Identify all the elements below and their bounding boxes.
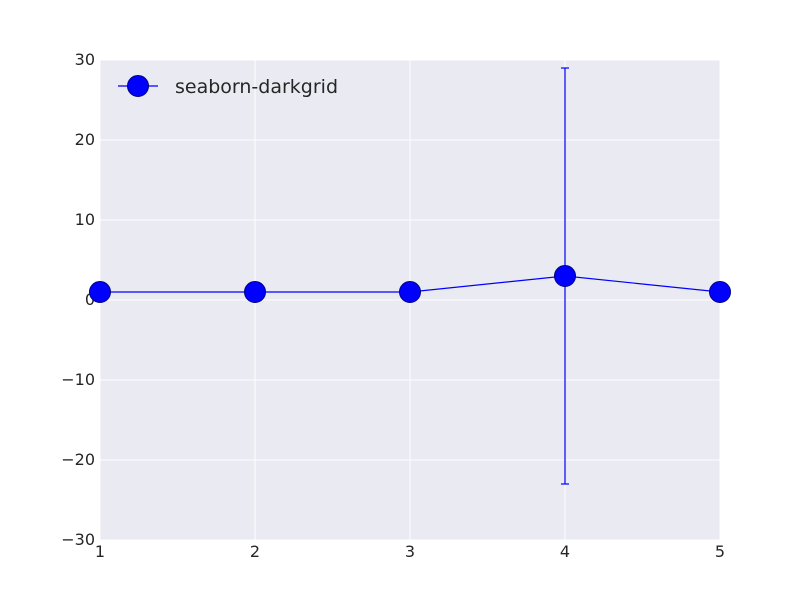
data-series (89, 67, 731, 485)
y-tick-label: −10 (61, 370, 95, 389)
data-point (399, 281, 421, 303)
data-point (89, 281, 111, 303)
x-tick-label: 2 (250, 542, 260, 561)
x-tick-label: 5 (715, 542, 725, 561)
data-point (709, 281, 731, 303)
axis-ticks: 1 2 3 4 5 30 20 10 0 −10 −20 −30 (61, 50, 725, 561)
y-tick-label: −20 (61, 450, 95, 469)
y-tick-label: −30 (61, 530, 95, 549)
x-tick-label: 4 (560, 542, 570, 561)
legend-label: seaborn-darkgrid (175, 76, 338, 98)
legend-marker (127, 75, 149, 97)
legend: seaborn-darkgrid (118, 75, 338, 98)
y-tick-label: 30 (75, 50, 95, 69)
data-point (244, 281, 266, 303)
y-tick-label: 0 (85, 290, 95, 309)
x-tick-label: 1 (95, 542, 105, 561)
data-point (554, 265, 576, 287)
y-tick-label: 10 (75, 210, 95, 229)
x-tick-label: 3 (405, 542, 415, 561)
y-tick-label: 20 (75, 130, 95, 149)
